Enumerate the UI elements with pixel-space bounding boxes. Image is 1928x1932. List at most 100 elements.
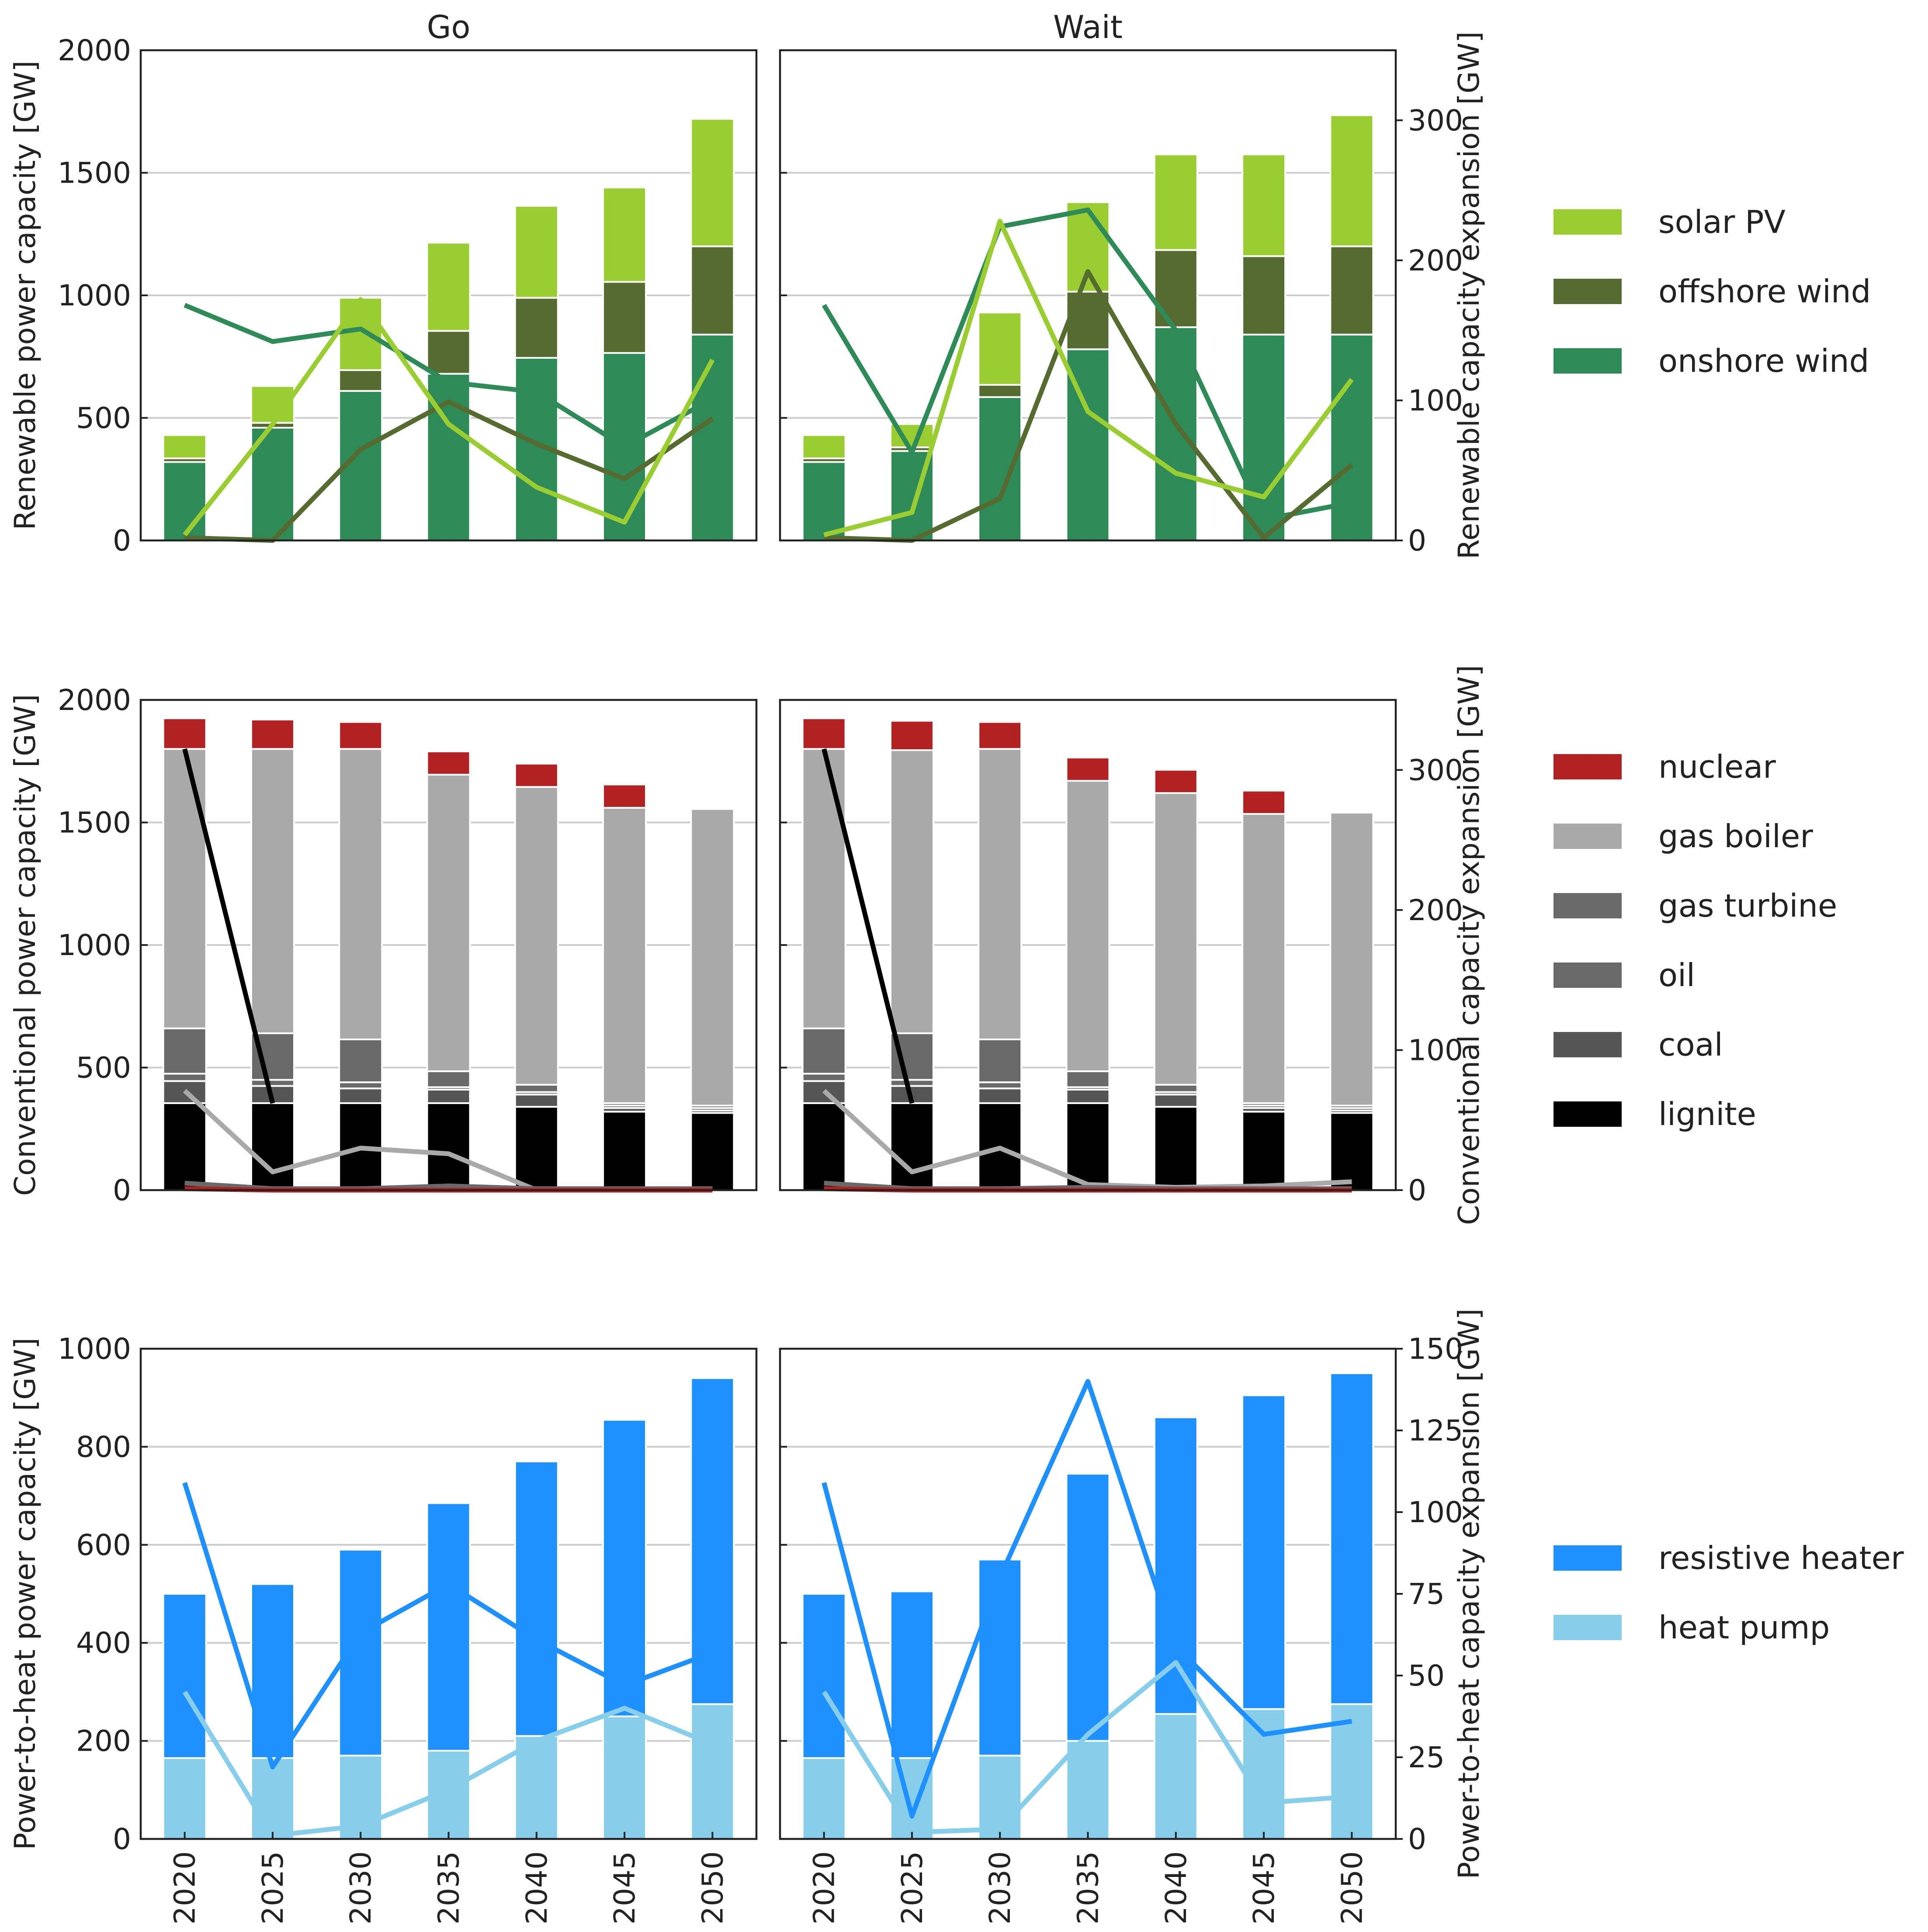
bar-lignite-2035	[1065, 1102, 1110, 1191]
bar-gas-boiler-2050	[690, 808, 735, 1107]
line-resistive-heater	[182, 1482, 714, 1769]
bar-resistive-heater-2040	[1153, 1416, 1198, 1715]
y2-tick-label: 100	[1408, 1033, 1463, 1067]
bar-nuclear-2030	[338, 721, 383, 750]
axes-frame	[139, 49, 758, 542]
axes-frame	[779, 1347, 1397, 1840]
bar-lignite-2025	[250, 1102, 295, 1191]
bar-offshore-wind-2045	[602, 281, 647, 354]
legend-swatch-gas-boiler	[1553, 824, 1622, 849]
line-solar-pv	[823, 218, 1354, 537]
bar-solar-pv-2020	[801, 434, 846, 460]
bar-heat-pump-2045	[1241, 1708, 1286, 1840]
column-title: Wait	[1053, 9, 1123, 45]
bar-coal-2030	[338, 1087, 383, 1104]
y2-axis-title: Renewable capacity expansion [GW]	[1452, 31, 1486, 559]
legend-label-oil: oil	[1658, 957, 1695, 994]
bar-lignite-2050	[1329, 1112, 1374, 1191]
column-title: Go	[427, 9, 471, 45]
y-tick-label: 800	[76, 1430, 131, 1464]
x-tick-label: 2025	[256, 1851, 290, 1925]
renewable-go-panel: 0 500 1000 1500 2000 Renewable power capacity…	[8, 9, 758, 557]
bar-coal-2040	[514, 1094, 559, 1108]
bar-gas-boiler-2030	[978, 748, 1023, 1040]
legend-swatch-onshore-wind	[1553, 348, 1622, 374]
y-tick-label: 0	[113, 1822, 131, 1856]
y-axis-title: Power-to-heat power capacity [GW]	[8, 1338, 42, 1850]
legend-label-solar-pv: solar PV	[1658, 204, 1786, 240]
bar-heat-pump-2020	[801, 1757, 846, 1840]
y-tick-label: 2000	[58, 34, 131, 67]
bar-offshore-wind-2045	[1241, 255, 1286, 336]
bar-gas-boiler-2025	[889, 749, 934, 1034]
y2-tick-label: 200	[1408, 244, 1463, 277]
bar-onshore-wind-2020	[162, 461, 207, 541]
bar-heat-pump-2025	[250, 1757, 295, 1840]
y-tick-label: 400	[76, 1626, 131, 1660]
y2-tick-label: 75	[1408, 1577, 1445, 1611]
bar-heat-pump-2045	[602, 1715, 647, 1840]
line-onshore-wind	[822, 208, 1352, 522]
x-tick-label: 2020	[808, 1851, 841, 1925]
y-tick-label: 500	[76, 1051, 131, 1085]
bar-resistive-heater-2045	[602, 1419, 647, 1717]
x-tick-label: 2045	[1247, 1851, 1281, 1925]
bar-gas-boiler-2040	[1153, 792, 1198, 1086]
y2-tick-label: 150	[1408, 1332, 1463, 1366]
bar-nuclear-2045	[602, 783, 647, 809]
bar-offshore-wind-2030	[978, 384, 1023, 398]
bar-nuclear-2025	[889, 720, 934, 751]
y2-tick-label: 200	[1408, 893, 1463, 927]
bar-lignite-2040	[514, 1106, 559, 1191]
bar-lignite-2035	[426, 1102, 471, 1191]
x-tick-label: 2035	[432, 1851, 466, 1925]
y-tick-label: 1000	[58, 928, 131, 962]
legend-swatch-coal	[1553, 1032, 1622, 1057]
y-axis-title: Conventional power capacity [GW]	[8, 694, 42, 1196]
y2-tick-label: 100	[1408, 384, 1463, 417]
bar-gas-boiler-2035	[426, 774, 471, 1072]
legend-conventional: nuclear gas boiler gas turbine oil coal ligni…	[1553, 748, 1837, 1132]
y-tick-label: 1500	[58, 156, 131, 190]
bar-lignite-2025	[889, 1102, 934, 1191]
bar-resistive-heater-2050	[1329, 1372, 1374, 1705]
bar-resistive-heater-2035	[426, 1502, 471, 1752]
bar-oil-2020	[162, 1073, 207, 1082]
bar-onshore-wind-2035	[426, 373, 471, 542]
bar-gas-boiler-2030	[338, 748, 383, 1040]
bar-gas-boiler-2045	[1241, 813, 1286, 1104]
bar-oil-2025	[889, 1079, 934, 1087]
bar-lignite-2050	[690, 1112, 735, 1191]
bar-gas-turbine-2040	[1153, 1084, 1198, 1093]
x-tick-label: 2050	[696, 1851, 729, 1925]
bar-resistive-heater-2045	[1241, 1394, 1286, 1710]
legend-label-gas-turbine: gas turbine	[1658, 887, 1837, 924]
legend-label-onshore-wind: onshore wind	[1658, 343, 1869, 379]
bar-coal-2035	[1065, 1088, 1110, 1104]
y2-tick-label: 0	[1408, 1822, 1426, 1856]
bar-offshore-wind-2050	[690, 245, 735, 336]
bar-solar-pv-2045	[1241, 153, 1286, 257]
bar-solar-pv-2045	[602, 187, 647, 283]
bar-gas-turbine-2020	[801, 1027, 846, 1075]
bar-offshore-wind-2040	[514, 297, 559, 359]
legend-label-nuclear: nuclear	[1658, 748, 1776, 785]
legend-label-offshore-wind: offshore wind	[1658, 273, 1871, 310]
x-tick-label: 2050	[1335, 1851, 1369, 1925]
bar-offshore-wind-2040	[1153, 249, 1198, 328]
bar-onshore-wind-2030	[978, 396, 1023, 541]
conventional-go-panel: 0 500 1000 1500 2000 Conventional power capac…	[8, 683, 758, 1207]
x-tick-label: 2030	[983, 1851, 1017, 1925]
bar-nuclear-2040	[514, 762, 559, 788]
legend-swatch-resistive-heater	[1553, 1545, 1622, 1571]
bar-gas-boiler-2035	[1065, 780, 1110, 1072]
bar-heat-pump-2035	[1065, 1740, 1110, 1840]
bar-nuclear-2020	[801, 717, 846, 750]
bar-onshore-wind-2025	[250, 426, 295, 541]
bar-heat-pump-2040	[1153, 1713, 1198, 1840]
legend-label-coal: coal	[1658, 1026, 1723, 1063]
y-tick-label: 1000	[58, 279, 131, 312]
bar-oil-2030	[338, 1081, 383, 1090]
bar-coal-2035	[426, 1088, 471, 1104]
